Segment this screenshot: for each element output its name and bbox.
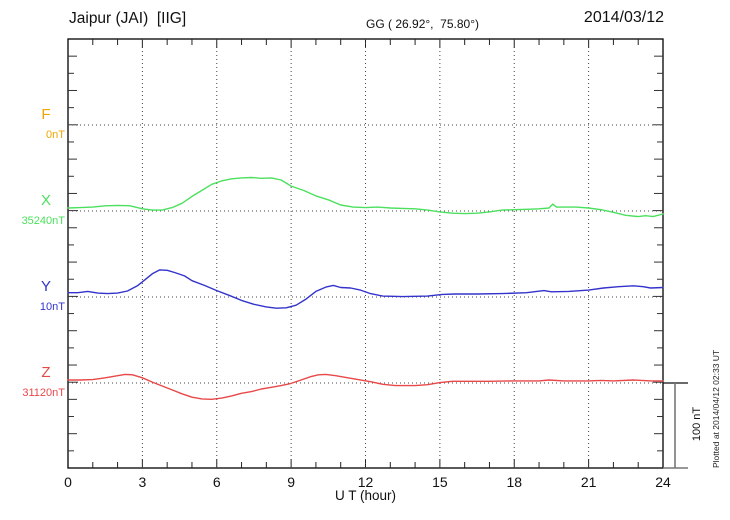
x-tick-label-9: 9 [287, 474, 296, 490]
plotted-at-note: Plotted at 2014/04/12 02:33 UT [711, 349, 721, 468]
x-tick-label-0: 0 [64, 474, 72, 490]
x-tick-label-6: 6 [212, 474, 221, 490]
x-tick-label-18: 18 [506, 474, 523, 490]
channel-baseline-value-X: 35240nT [21, 215, 65, 227]
station-title: Jaipur (JAI) [IIG] [69, 10, 187, 27]
scale-bar-label: 100 nT [691, 406, 703, 442]
observation-date: 2014/03/12 [583, 9, 664, 26]
trace-Y [67, 269, 664, 309]
x-tick-label-21: 21 [580, 474, 597, 490]
channel-baseline-value-Z: 31120nT [22, 387, 65, 399]
channel-label-Y: Y [40, 278, 51, 295]
x-tick-label-12: 12 [357, 474, 374, 490]
channel-label-Z: Z [41, 364, 51, 381]
x-tick-label-15: 15 [432, 474, 448, 490]
trace-X [67, 176, 664, 218]
x-axis-label: U T (hour) [334, 488, 397, 503]
channel-label-F: F [41, 106, 51, 123]
trace-Z [67, 373, 664, 400]
channel-baseline-value-F: 0nT [46, 129, 65, 141]
channel-baseline-value-Y: 10nT [39, 301, 65, 313]
x-tick-label-24: 24 [655, 474, 671, 490]
x-tick-label-3: 3 [138, 474, 147, 490]
geographic-coordinates: GG ( 26.92°, 75.80°) [366, 17, 479, 31]
channel-label-X: X [40, 192, 51, 209]
